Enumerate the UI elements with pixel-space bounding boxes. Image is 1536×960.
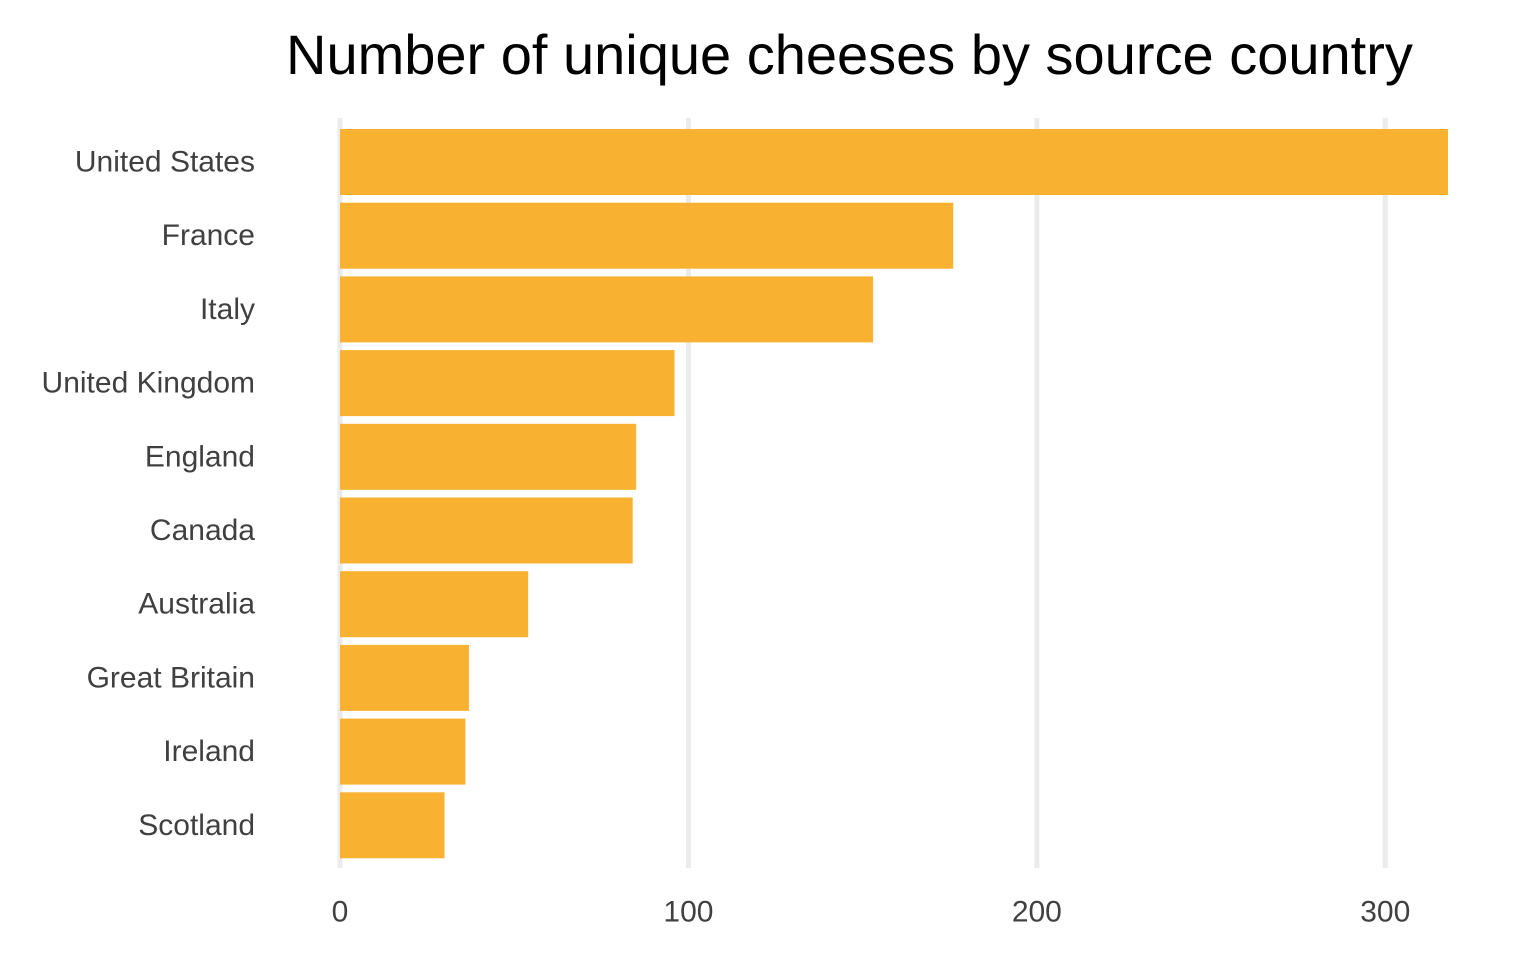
bar-canada [340, 497, 633, 564]
y-tick-label-scotland: Scotland [138, 809, 255, 842]
x-tick-label-0: 0 [332, 896, 349, 929]
bars [340, 129, 1448, 859]
x-tick-label-100: 100 [663, 896, 713, 929]
chart-title: Number of unique cheeses by source count… [286, 23, 1413, 86]
y-tick-label-france: France [162, 219, 255, 252]
x-axis-labels: 0 100 200 300 [332, 896, 1411, 929]
bar-australia [340, 571, 529, 638]
x-tick-label-200: 200 [1012, 896, 1062, 929]
bar-scotland [340, 792, 445, 859]
y-tick-label-italy: Italy [200, 293, 255, 326]
y-tick-label-ireland: Ireland [163, 735, 255, 768]
bar-united-kingdom [340, 350, 675, 417]
y-axis-labels: United States France Italy United Kingdom En… [42, 146, 256, 842]
y-tick-label-united-states: United States [75, 146, 255, 179]
bar-united-states [340, 129, 1448, 195]
y-tick-label-australia: Australia [138, 588, 255, 621]
bar-great-britain [340, 644, 469, 711]
bar-england [340, 423, 637, 490]
x-tick-label-300: 300 [1360, 896, 1410, 929]
y-tick-label-england: England [145, 440, 255, 473]
y-tick-label-united-kingdom: United Kingdom [42, 367, 255, 400]
bar-france [340, 202, 954, 269]
y-tick-label-great-britain: Great Britain [87, 661, 255, 694]
bar-italy [340, 276, 874, 343]
bar-ireland [340, 718, 466, 785]
y-tick-label-canada: Canada [150, 514, 255, 547]
